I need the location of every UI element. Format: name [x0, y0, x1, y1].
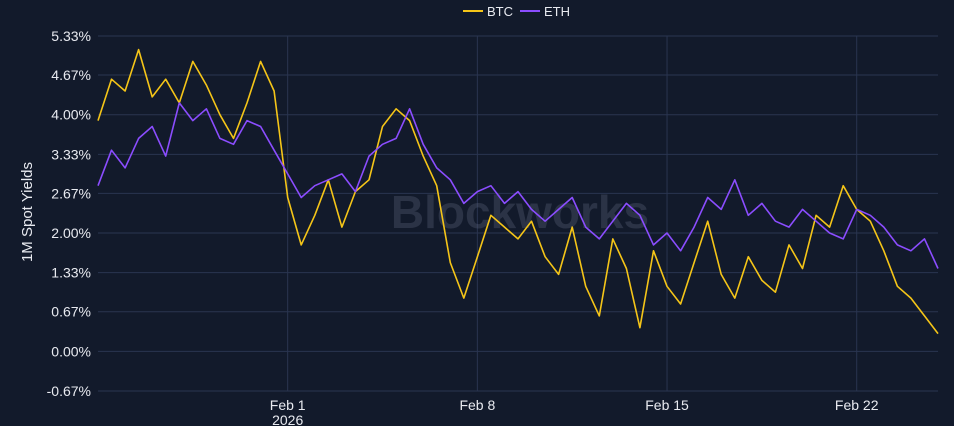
y-tick-label: -0.67%	[47, 383, 91, 399]
y-axis-label: 1M Spot Yields	[19, 162, 36, 262]
y-tick-label: 5.33%	[51, 28, 91, 44]
y-tick-label: 0.00%	[51, 343, 91, 359]
x-tick-label: Feb 15	[645, 397, 689, 413]
series-lines	[97, 48, 939, 335]
y-tick-label: 2.00%	[51, 225, 91, 241]
gridlines	[98, 35, 938, 392]
y-tick-label: 4.67%	[51, 67, 91, 83]
y-tick-label: 3.33%	[51, 146, 91, 162]
y-tick-label: 1.33%	[51, 265, 91, 281]
x-tick-label: Feb 1	[270, 397, 306, 413]
legend-label: ETH	[544, 4, 570, 19]
y-tick-label: 0.67%	[51, 304, 91, 320]
series-line-btc	[97, 48, 939, 335]
series-line-eth	[97, 102, 939, 269]
legend[interactable]: BTC ETH	[463, 4, 570, 19]
y-axis-ticks: 5.33% 4.67% 4.00% 3.33% 2.67% 2.00% 1.33% 0.67%…	[47, 28, 91, 399]
legend-label: BTC	[487, 4, 513, 19]
y-tick-label: 4.00%	[51, 107, 91, 123]
y-tick-label: 2.67%	[51, 185, 91, 201]
x-tick-label: Feb 8	[459, 397, 495, 413]
x-tick-sublabel: 2026	[272, 412, 303, 426]
x-tick-label: Feb 22	[835, 397, 879, 413]
legend-item-eth[interactable]: ETH	[520, 4, 570, 19]
legend-item-btc[interactable]: BTC	[463, 4, 513, 19]
